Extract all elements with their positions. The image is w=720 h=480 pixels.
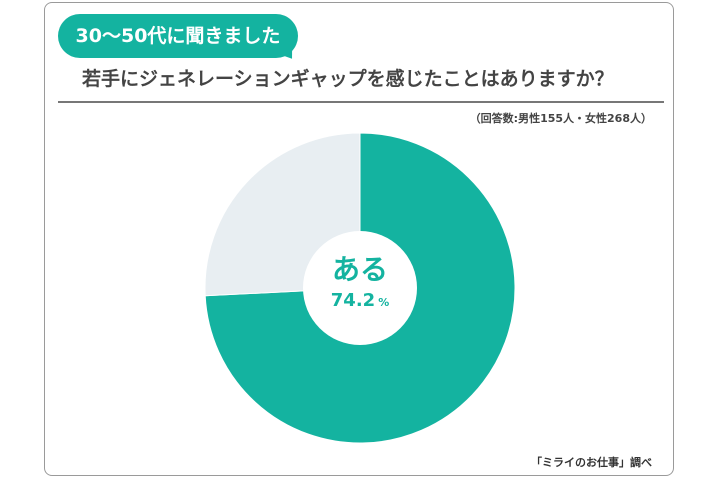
donut-hole: [303, 231, 417, 345]
card-frame: [44, 2, 674, 476]
center-value-unit: %: [378, 296, 390, 309]
center-label: ある: [331, 253, 388, 286]
center-value-number: 74.2: [330, 290, 376, 311]
question-title: 若手にジェネレーションギャップを感じたことはありますか？: [82, 68, 614, 90]
divider: [58, 101, 664, 103]
center-value: 74.2%: [300, 290, 420, 311]
source-note: 「ミライのお仕事」調べ: [531, 456, 652, 469]
respondent-count: （回答数:男性155人・女性268人）: [469, 112, 652, 125]
speech-badge: 30〜50代に聞きました: [58, 14, 298, 58]
